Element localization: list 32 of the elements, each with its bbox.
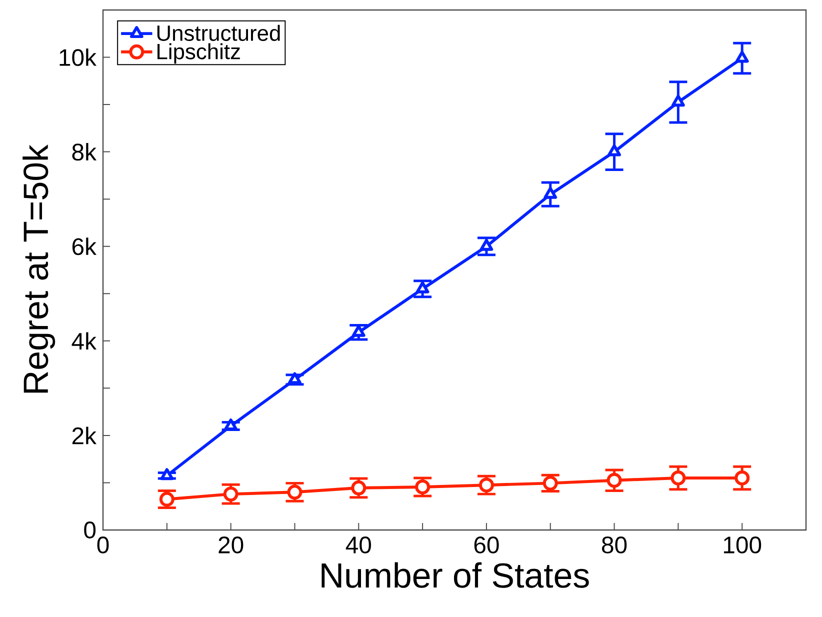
point <box>416 281 430 294</box>
x-tick-label: 0 <box>97 536 109 554</box>
point <box>606 472 622 488</box>
point <box>352 324 366 337</box>
x-tick-label: 40 <box>346 536 371 554</box>
point <box>608 144 621 156</box>
point <box>670 470 686 486</box>
x-tick-label: 80 <box>602 536 627 554</box>
x-tick-label: 60 <box>474 536 499 554</box>
point <box>734 470 750 486</box>
x-tick-label: 100 <box>724 536 762 554</box>
y-tick-label: 6k <box>72 238 97 256</box>
y-tick-label: 2k <box>72 426 97 444</box>
y-tick-label: 8k <box>72 143 97 161</box>
point <box>288 372 302 384</box>
point <box>223 486 238 502</box>
point <box>544 186 558 199</box>
point <box>224 418 238 430</box>
point <box>160 468 174 480</box>
legend-label: Lipschitz <box>158 43 240 64</box>
y-tick-label: 0 <box>84 522 96 538</box>
y-tick-label: 4k <box>72 332 97 350</box>
point <box>351 480 366 496</box>
x-axis-title: Number of States <box>322 562 589 588</box>
point <box>542 476 558 491</box>
point <box>735 50 749 63</box>
point <box>480 238 494 251</box>
x-tick-label: 20 <box>218 536 244 554</box>
y-axis-title: Regret at T=50k <box>22 144 56 393</box>
y-tick-label: 10k <box>60 48 97 66</box>
point <box>672 94 685 107</box>
legend-label: Unstructured <box>157 24 280 41</box>
